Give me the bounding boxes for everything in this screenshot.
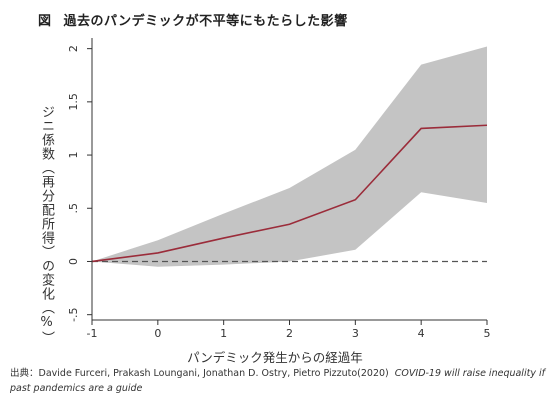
x-tick-label: 2: [286, 327, 293, 340]
source-note: 出典：Davide Furceri, Prakash Loungani, Jon…: [10, 366, 545, 396]
y-tick-label: -.5: [67, 307, 80, 321]
x-tick-label: 4: [418, 327, 425, 340]
y-tick-label: .5: [67, 203, 80, 214]
x-tick-label: -1: [87, 327, 98, 340]
x-tick-label: 5: [484, 327, 491, 340]
confidence-band: [92, 46, 487, 267]
x-axis-label: パンデミック発生からの経過年: [187, 350, 363, 365]
y-tick-label: 1.5: [67, 93, 80, 111]
x-tick-label: 0: [154, 327, 161, 340]
y-axis-label: ジニ係数（再分配所得）の変化（%）: [39, 105, 54, 345]
source-authors: Davide Furceri, Prakash Loungani, Jonath…: [38, 368, 389, 379]
figure-title-text: 過去のパンデミックが不平等にもたらした影響: [63, 14, 348, 29]
figure-title: 図過去のパンデミックが不平等にもたらした影響: [38, 10, 348, 29]
source-paper-title: COVID-19 will raise inequality if past p…: [10, 368, 545, 394]
figure-number: 図: [38, 14, 52, 29]
y-tick-label: 0: [67, 258, 80, 265]
y-tick-label: 1: [67, 152, 80, 159]
series-line: [91, 124, 488, 263]
plot-area: -.5 0 .5 1 1.5 2 -1 0 1 2 3 4 5: [67, 38, 491, 340]
source-label: 出典：: [10, 368, 39, 379]
x-tick-label: 3: [352, 327, 359, 340]
x-tick-label: 1: [220, 327, 227, 340]
y-tick-label: 2: [67, 45, 80, 52]
